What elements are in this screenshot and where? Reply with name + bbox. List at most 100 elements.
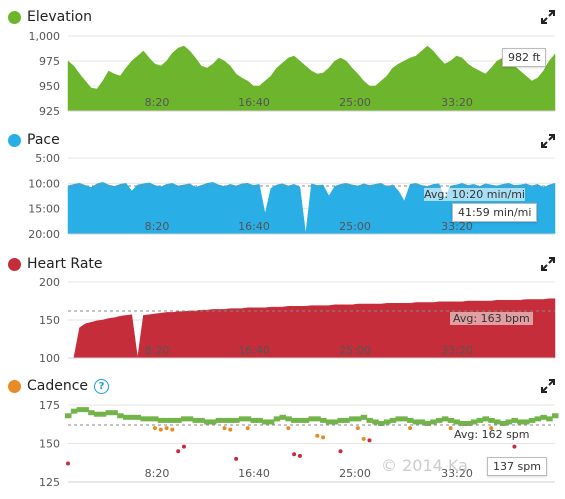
cadence-outlier-point	[286, 426, 291, 431]
elevation-chart: 1,000 975 950 925 8:20 16:40 25:00 33:20	[29, 30, 556, 118]
elevation-y-tick: 975	[39, 55, 60, 68]
cadence-outlier-point	[152, 426, 157, 431]
cadence-outlier-point	[181, 444, 186, 449]
help-icon[interactable]: ?	[94, 378, 110, 394]
heart-rate-y-tick: 200	[39, 276, 60, 289]
cadence-point	[354, 416, 362, 422]
cadence-chart: 175 150 125 8:20 16:40 25:00 33:20	[39, 399, 559, 489]
elevation-panel: Elevation 1,000 975 950 925 8:20 16:40 25:00 33…	[0, 0, 565, 118]
elevation-area	[67, 45, 556, 112]
heart-rate-y-tick: 100	[39, 352, 60, 365]
cadence-point	[296, 417, 304, 423]
cadence-point	[111, 410, 118, 416]
elevation-title: Elevation	[27, 9, 93, 25]
cadence-point	[441, 416, 449, 422]
cadence-point	[233, 417, 240, 423]
pace-title-row: Pace	[8, 130, 60, 150]
cadence-point	[389, 417, 397, 423]
cadence-point	[482, 416, 489, 422]
cadence-point	[209, 419, 217, 425]
elevation-y-tick: 925	[39, 105, 60, 118]
pace-tooltip: 41:59 min/mi	[452, 203, 538, 222]
cadence-point	[169, 417, 176, 423]
cadence-point	[453, 419, 460, 425]
cadence-point	[140, 416, 147, 422]
cadence-point	[250, 417, 258, 423]
heart-rate-x-tick: 8:20	[145, 344, 170, 357]
cadence-y-tick: 175	[39, 399, 60, 412]
pace-panel: Pace 5:00 10:00 15:00 20:00 8:20 16:40 25:00 33…	[0, 122, 565, 242]
cadence-point	[366, 417, 373, 423]
cadence-outlier-point	[297, 453, 302, 458]
cadence-outlier-point	[512, 444, 517, 449]
cadence-point	[499, 420, 507, 426]
cadence-outlier-point	[292, 452, 297, 457]
cadence-point	[540, 414, 547, 420]
heart-rate-title: Heart Rate	[27, 256, 103, 272]
cadence-point	[146, 416, 153, 422]
expand-icon[interactable]	[541, 134, 555, 148]
cadence-outlier-point	[170, 427, 175, 432]
cadence-point	[418, 419, 426, 425]
cadence-point	[372, 419, 379, 425]
cadence-point	[302, 417, 310, 423]
cadence-point	[320, 417, 327, 423]
cadence-point	[517, 419, 524, 425]
expand-icon[interactable]	[541, 257, 555, 271]
heart-rate-x-tick: 25:00	[339, 344, 371, 357]
cadence-point	[273, 416, 281, 422]
cadence-point	[285, 416, 292, 422]
expand-icon[interactable]	[541, 379, 555, 393]
elevation-dot	[8, 10, 21, 24]
cadence-point	[407, 417, 414, 423]
cadence-point	[430, 419, 437, 425]
elevation-tooltip: 982 ft	[502, 48, 547, 67]
cadence-outlier-point	[234, 456, 239, 461]
pace-y-tick: 20:00	[28, 228, 60, 241]
cadence-point	[331, 419, 339, 425]
cadence-point	[291, 417, 298, 423]
cadence-point	[511, 417, 518, 423]
cadence-point	[325, 419, 333, 425]
cadence-point	[412, 419, 420, 425]
cadence-point	[180, 416, 188, 422]
elevation-y-tick: 950	[39, 80, 60, 93]
cadence-outlier-point	[222, 426, 227, 431]
heart-rate-panel: Heart Rate 200 150 100 8:20 16:40 25:00 33:20 …	[0, 247, 565, 367]
watermark: © 2014 Ka	[381, 456, 468, 475]
cadence-dot	[8, 379, 21, 393]
cadence-point	[221, 417, 229, 423]
heart-rate-y-tick: 150	[39, 314, 60, 327]
cadence-point	[99, 411, 107, 417]
elevation-x-tick: 33:20	[441, 96, 473, 109]
cadence-outlier-point	[245, 426, 250, 431]
cadence-x-tick: 33:20	[441, 467, 473, 480]
cadence-point	[447, 417, 455, 423]
cadence-outlier-point	[408, 426, 413, 431]
cadence-x-tick: 8:20	[145, 467, 170, 480]
cadence-point	[192, 417, 200, 423]
heart-rate-x-tick: 33:20	[441, 344, 473, 357]
cadence-point	[151, 416, 159, 422]
cadence-point	[436, 417, 443, 423]
cadence-point	[343, 417, 350, 423]
cadence-point	[424, 420, 431, 426]
cadence-point	[465, 420, 472, 426]
pace-chart: 5:00 10:00 15:00 20:00 8:20 16:40 25:00 33:20	[28, 152, 556, 241]
cadence-point	[82, 407, 89, 413]
cadence-point	[117, 413, 124, 419]
cadence-point	[546, 416, 553, 422]
elevation-x-tick: 16:40	[238, 96, 270, 109]
heart-rate-area	[68, 298, 556, 359]
cadence-point	[134, 414, 142, 420]
cadence-outlier-point	[158, 427, 163, 432]
cadence-point	[93, 411, 101, 417]
heart-rate-chart: 200 150 100 8:20 16:40 25:00 33:20	[39, 276, 556, 365]
expand-icon[interactable]	[541, 10, 555, 24]
heart-rate-x-tick: 16:40	[238, 344, 270, 357]
pace-y-tick: 15:00	[28, 203, 60, 216]
cadence-point	[378, 420, 385, 426]
cadence-outlier-point	[355, 426, 360, 431]
elevation-title-row: Elevation	[8, 7, 92, 27]
cadence-outlier-point	[164, 426, 169, 431]
